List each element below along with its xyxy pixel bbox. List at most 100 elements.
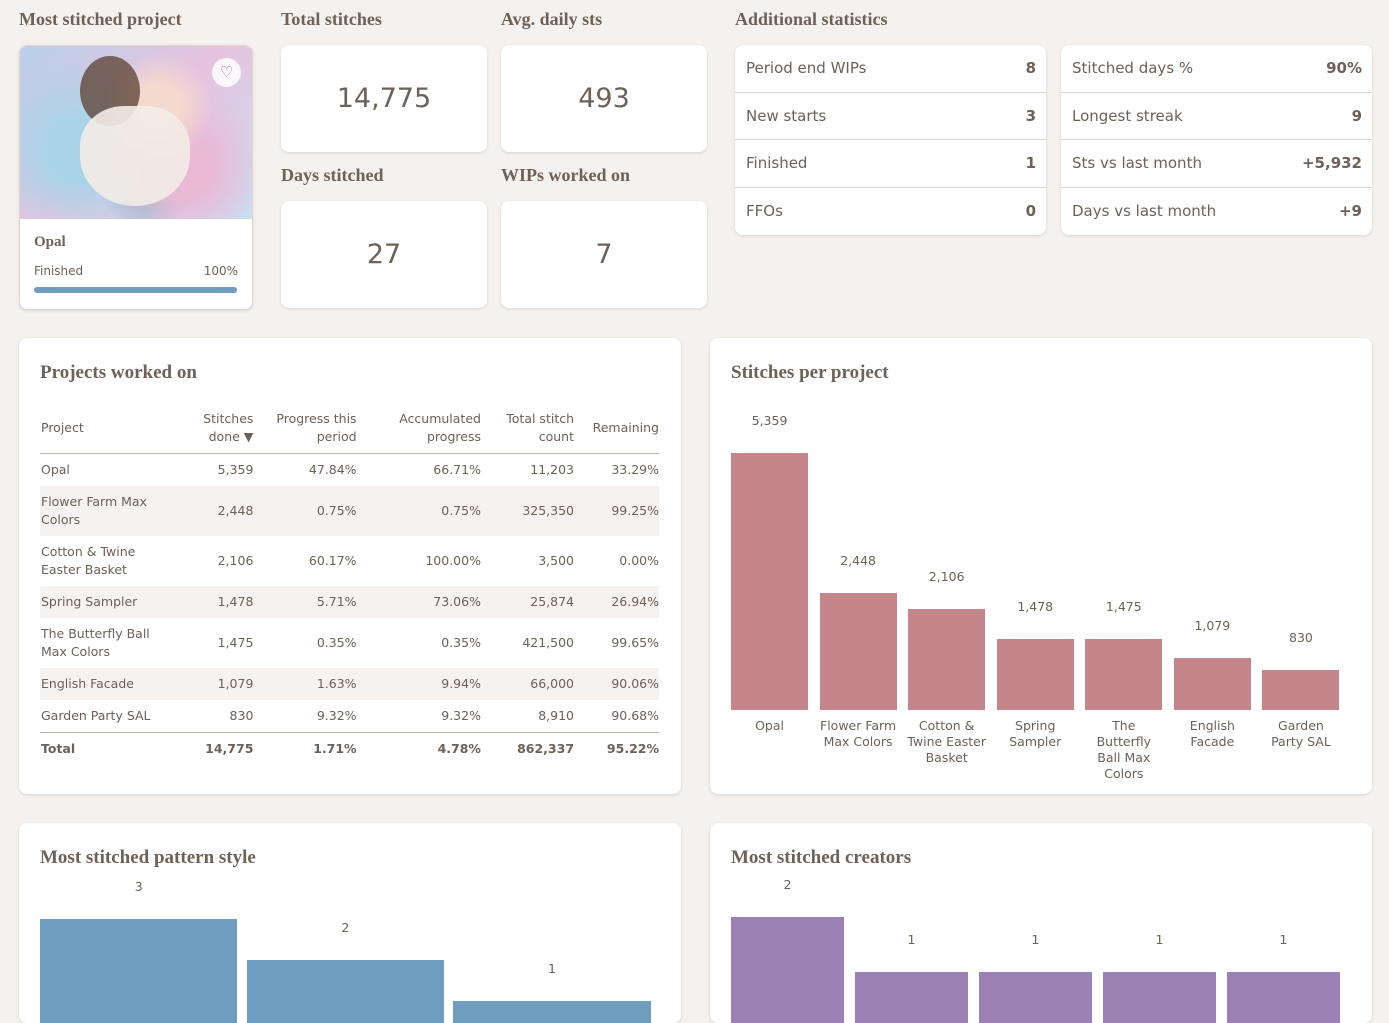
stat-card: 7 (501, 201, 707, 308)
table-row: Spring Sampler 1,478 5.71% 73.06% 25,874 26.9… (40, 586, 659, 618)
dashboard: Most stitched project ♡ Opal Finished 10… (19, 9, 1372, 1023)
total-cell: 95.22% (574, 732, 659, 765)
stats-card: Stitched days % 90% Longest streak 9 Sts vs … (1061, 45, 1372, 235)
table-cell: 9.32% (316, 708, 357, 723)
stat-value: 493 (578, 83, 630, 114)
project-image: ♡ (20, 46, 252, 219)
stats-label: Period end WIPs (746, 59, 867, 77)
stats-value: 1 (1025, 154, 1036, 172)
stats-label: Longest streak (1072, 106, 1183, 125)
bar (979, 972, 1092, 1023)
project-status: Finished (34, 264, 84, 278)
projects-table: Project Stitches done ▼ Progress this peri… (40, 403, 659, 765)
category-label: Opal (755, 718, 784, 733)
panel-title: Stitches per project (731, 362, 889, 383)
table-cell: 325,350 (480, 486, 575, 536)
project-card[interactable]: ♡ Opal Finished 100% (19, 45, 253, 310)
bar (1227, 972, 1340, 1023)
favorite-button[interactable]: ♡ (212, 58, 241, 87)
table-cell: 1,475 (217, 635, 254, 650)
section-heading: WIPs worked on (501, 165, 631, 185)
panel: Most stitched pattern style 3 2 1 (19, 823, 681, 1023)
bar-value-label: 2,448 (840, 552, 876, 568)
stats-row: Days vs last month +9 (1061, 188, 1372, 236)
table-cell: 66,000 (480, 668, 575, 700)
table-cell: 1,478 (174, 586, 254, 618)
column-header[interactable]: Stitches done ▼ (174, 403, 254, 454)
table-cell: 0.00% (619, 553, 659, 568)
stat-card: 14,775 (281, 45, 487, 152)
stat-value: 27 (366, 239, 402, 270)
table-cell: 3,500 (538, 553, 575, 568)
section-heading: Total stitches (281, 9, 382, 29)
table-cell: 0.75% (253, 486, 357, 536)
bar (1085, 639, 1163, 710)
table-cell: 421,500 (522, 635, 575, 650)
panel-title: Most stitched creators (731, 847, 912, 868)
bar (908, 609, 986, 710)
stats-label: Days vs last month (1072, 201, 1217, 220)
table-cell: Garden Party SAL (41, 708, 151, 723)
stats-row: Longest streak 9 (1061, 93, 1372, 140)
panel-title: Most stitched pattern style (40, 847, 256, 868)
bar-value-label: 2,106 (928, 569, 965, 584)
category-label: Cotton & Twine Easter Basket (907, 718, 986, 765)
total-cell: 4.78% (356, 732, 481, 765)
bar-value-label: 1,079 (1194, 618, 1231, 634)
table-cell: 5,359 (217, 462, 254, 477)
bar-value-label: 1,478 (1017, 599, 1054, 615)
table-cell: 99.65% (611, 635, 659, 650)
table-row: The Butterfly Ball Max Colors 1,475 0.35% 0… (40, 618, 659, 668)
category-label: Garden Party SAL (1271, 718, 1331, 749)
table-cell: 5.71% (253, 586, 357, 618)
header-row: Project Stitches done ▼ Progress this peri… (40, 403, 659, 454)
stats-row: Stitched days % 90% (1061, 45, 1372, 93)
stats-value: 90% (1326, 59, 1362, 77)
total-cell: 862,337 (480, 732, 575, 765)
table-cell: Flower Farm Max Colors (40, 486, 175, 536)
table-cell: 99.25% (574, 486, 659, 536)
table-cell: 830 (229, 708, 254, 723)
table-row: Flower Farm Max Colors 2,448 0.75% 0.75% 325… (40, 486, 659, 536)
table-cell: 90.06% (574, 668, 659, 700)
bar-value-label: 2 (783, 877, 792, 892)
stats-card: Period end WIPs 8 New starts 3 Finished 1 FFOs… (735, 45, 1046, 235)
panel: Stitches per project 5,359 Opal 2,448 Flower… (710, 338, 1372, 794)
total-cell: 14,775 (174, 732, 254, 765)
table-cell: The Butterfly Ball Max Colors (41, 626, 150, 659)
stats-value: 9 (1351, 106, 1362, 125)
section-heading: Avg. daily sts (501, 9, 603, 29)
table-cell: 60.17% (308, 553, 357, 568)
stat-card: 493 (501, 45, 707, 152)
stats-row: Finished 1 (735, 140, 1046, 188)
figure-dress (80, 106, 190, 206)
stat-value: 14,775 (336, 83, 432, 114)
progress-track (34, 287, 237, 293)
table-cell: 11,203 (530, 462, 575, 477)
bar (1173, 658, 1251, 710)
stat-value: 7 (595, 239, 613, 270)
bar (1262, 670, 1340, 710)
bar-value-label: 5,359 (751, 413, 788, 428)
bar (996, 639, 1074, 710)
section-heading: Most stitched project (19, 9, 182, 29)
table-cell: 0.35% (441, 635, 481, 650)
bar (453, 1001, 651, 1023)
column-header: Progress this period (253, 403, 357, 454)
category-label: The Butterfly Ball Max Colors (1096, 718, 1151, 781)
stats-row: New starts 3 (735, 93, 1046, 140)
table-row: Garden Party SAL 830 9.32% 9.32% 8,910 90.68% (40, 700, 659, 733)
table-cell: 25,874 (480, 586, 575, 618)
column-header: Total stitch count (480, 403, 575, 454)
total-cell: Total (40, 732, 175, 765)
stats-value: 3 (1025, 106, 1036, 125)
table-cell: 0.35% (316, 635, 357, 650)
table-cell: 2,106 (217, 553, 254, 568)
stats-row: FFOs 0 (735, 188, 1046, 236)
table-cell: Cotton & Twine Easter Basket (41, 544, 136, 577)
category-label: Spring Sampler (1009, 718, 1062, 749)
table-row: English Facade 1,079 1.63% 9.94% 66,000 90.06… (40, 668, 659, 700)
progress-bar (34, 287, 237, 293)
bar-value-label: 1 (1031, 932, 1040, 947)
bar-value-label: 1 (1279, 932, 1288, 947)
